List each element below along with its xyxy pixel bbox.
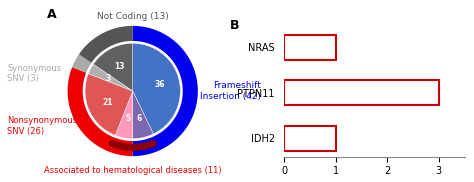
- Polygon shape: [133, 26, 198, 156]
- Polygon shape: [68, 67, 133, 156]
- Text: Associated to hematological diseases (11): Associated to hematological diseases (11…: [44, 166, 221, 175]
- Text: 21: 21: [102, 98, 112, 107]
- Polygon shape: [93, 43, 133, 91]
- Bar: [284, 126, 336, 151]
- Bar: [284, 80, 439, 105]
- Text: 13: 13: [115, 62, 125, 71]
- Text: Frameshift
Insertion (42): Frameshift Insertion (42): [200, 81, 261, 101]
- Text: 3: 3: [106, 74, 111, 82]
- Text: 5: 5: [125, 114, 130, 123]
- Polygon shape: [88, 64, 133, 91]
- Polygon shape: [72, 54, 91, 73]
- Text: 6: 6: [137, 114, 142, 123]
- Polygon shape: [115, 91, 133, 139]
- Bar: [284, 35, 336, 60]
- Polygon shape: [85, 74, 133, 135]
- Text: A: A: [47, 8, 56, 21]
- Polygon shape: [133, 43, 181, 134]
- Polygon shape: [133, 91, 154, 139]
- Text: Synonymous
SNV (3): Synonymous SNV (3): [7, 64, 62, 83]
- Text: Not Coding (13): Not Coding (13): [97, 12, 169, 21]
- Text: B: B: [230, 19, 240, 32]
- Text: Nonsynonymous
SNV (26): Nonsynonymous SNV (26): [7, 116, 77, 136]
- Polygon shape: [79, 26, 133, 63]
- Text: 36: 36: [155, 80, 165, 89]
